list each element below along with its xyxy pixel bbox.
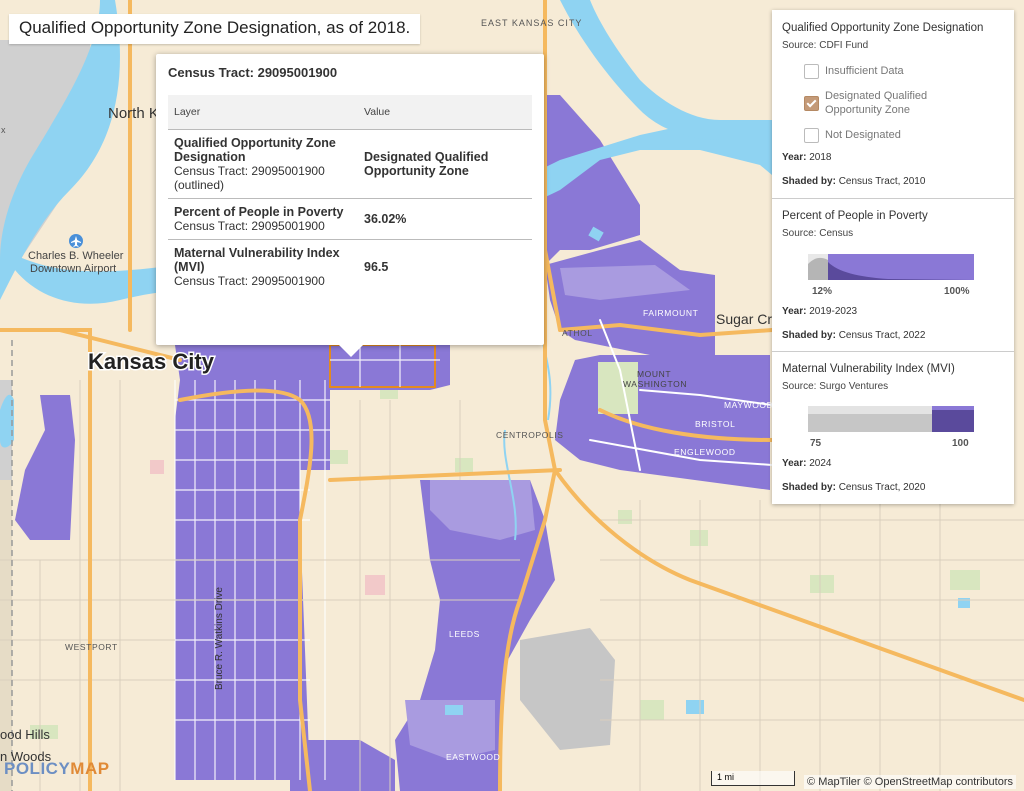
year-label: Year: [782,306,807,317]
label-sugar-creek: Sugar Cre [716,311,780,327]
scale-bar-label: 1 mi [717,772,735,782]
legend-qoz-year: 2018 [809,152,832,163]
row-layer-sub: Census Tract: 29095001900 (outlined) [174,164,325,192]
scale-bar: 1 mi [711,771,795,786]
legend-divider [772,351,1014,352]
poverty-histogram [808,254,974,280]
checkbox-insufficient-data[interactable] [804,64,819,79]
logo-part1: POLICY [4,759,71,778]
row-value: 36.02% [358,198,532,240]
label-eastwood: EASTWOOD [446,752,500,762]
policymap-logo[interactable]: POLICYMAP [4,759,110,779]
legend-poverty-year: 2019-2023 [809,306,858,317]
row-value: 96.5 [358,239,532,294]
shaded-label: Shaded by: [782,482,836,493]
label-wood-hills: ood Hills [0,727,50,742]
legend-mvi-year: 2024 [809,458,832,469]
label-x: x [1,125,6,135]
row-layer-sub: Census Tract: 29095001900 [174,274,325,288]
label-leeds: LEEDS [449,629,480,639]
popup-heading: Census Tract: 29095001900 [168,65,338,80]
label-athol: ATHOL [562,328,593,338]
legend-qoz-source: Source: CDFI Fund [782,40,869,51]
table-row: Qualified Opportunity Zone Designation C… [168,129,532,199]
year-label: Year: [782,458,807,469]
row-layer-name: Qualified Opportunity Zone Designation [174,136,336,164]
legend-mvi-source: Source: Surgo Ventures [782,381,889,392]
label-bruce-watkins: Bruce R. Watkins Drive [214,587,225,690]
label-downtown-airport: Downtown Airport [30,263,116,275]
legend-qoz-title: Qualified Opportunity Zone Designation [782,22,984,34]
table-row: Maternal Vulnerability Index (MVI) Censu… [168,239,532,294]
legend-divider [772,198,1014,199]
legend-poverty-shaded: Census Tract, 2022 [838,330,926,341]
airport-icon [69,234,83,248]
label-maywood: MAYWOOD [724,400,773,410]
mvi-max: 100 [952,438,969,449]
mvi-min: 75 [810,438,822,449]
col-layer: Layer [168,95,358,130]
label-mount: MOUNT [637,369,671,379]
col-value: Value [358,95,532,130]
year-label: Year: [782,152,807,163]
popup-pointer [339,345,363,357]
map-credits[interactable]: © MapTiler © OpenStreetMap contributors [804,775,1016,789]
checkbox-label: Designated Qualified Opportunity Zone [825,90,928,116]
checkbox-label: Insufficient Data [825,65,904,77]
label-bristol: BRISTOL [695,419,735,429]
label-kansas-city: Kansas City [88,349,215,374]
map-legend: Qualified Opportunity Zone Designation S… [772,10,1014,504]
legend-mvi-title: Maternal Vulnerability Index (MVI) [782,363,955,375]
poverty-max: 100% [944,286,970,297]
checkbox-designated-qoz[interactable] [804,96,819,111]
mvi-histogram [808,406,974,432]
poverty-min: 12% [812,286,833,297]
table-row: Percent of People in Poverty Census Trac… [168,198,532,240]
label-westport: WESTPORT [65,642,118,652]
logo-part2: MAP [70,759,110,778]
label-washington: WASHINGTON [623,379,687,389]
label-charles: Charles B. Wheeler [28,250,124,262]
row-layer-sub: Census Tract: 29095001900 [174,219,325,233]
shaded-label: Shaded by: [782,330,836,341]
checkbox-label: Not Designated [825,129,901,141]
shaded-label: Shaded by: [782,176,836,187]
map-title: Qualified Opportunity Zone Designation, … [9,14,421,44]
legend-qoz-shaded: Census Tract, 2010 [838,176,926,187]
label-north-kc: North K [108,105,159,122]
label-fairmount: FAIRMOUNT [643,308,698,318]
legend-poverty-source: Source: Census [782,228,854,239]
label-englewood: ENGLEWOOD [674,447,736,457]
label-centropolis: CENTROPOLIS [496,430,564,440]
label-n-woods: n Woods [0,749,52,764]
label-east-kansas-city: EAST KANSAS CITY [481,18,582,28]
row-value: Designated Qualified Opportunity Zone [358,129,532,199]
popup-table: Layer Value Qualified Opportunity Zone D… [168,95,532,294]
tract-popup[interactable]: Census Tract: 29095001900 Layer Value Qu… [156,54,544,357]
legend-mvi-shaded: Census Tract, 2020 [838,482,926,493]
checkbox-not-designated[interactable] [804,128,819,143]
row-layer-name: Maternal Vulnerability Index (MVI) [174,246,340,274]
row-layer-name: Percent of People in Poverty [174,205,344,219]
legend-poverty-title: Percent of People in Poverty [782,210,928,222]
